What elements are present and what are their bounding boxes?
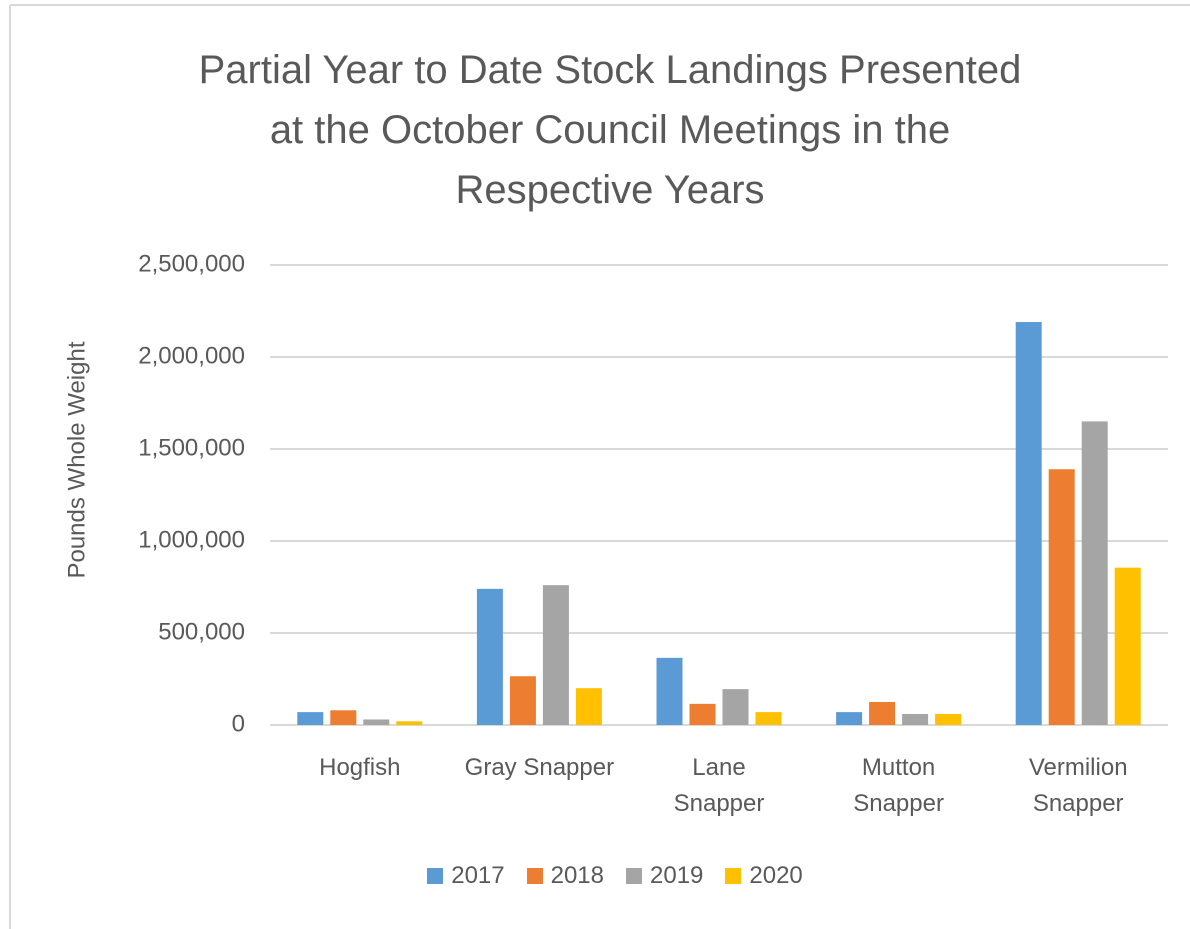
- bar: [476, 588, 503, 725]
- bar: [869, 702, 896, 725]
- x-tick-label: Vermilion Snapper: [1028, 754, 1128, 817]
- bar: [1015, 322, 1042, 725]
- y-axis-label: Pounds Whole Weight: [63, 341, 90, 578]
- legend-label: 2017: [451, 862, 505, 889]
- bar: [396, 721, 423, 725]
- bar: [575, 688, 602, 725]
- legend-item: 2019: [626, 862, 703, 890]
- bar: [509, 676, 536, 725]
- y-tick-label: 2,500,000: [138, 250, 245, 277]
- x-tick-label: Lane Snapper: [673, 754, 765, 817]
- legend-label: 2020: [749, 862, 803, 889]
- bar: [1114, 567, 1141, 725]
- bar: [297, 712, 324, 725]
- bar: [902, 713, 929, 725]
- legend: 2017 2018 2019 2020: [270, 862, 960, 890]
- y-tick-label: 1,000,000: [138, 526, 245, 553]
- bar: [363, 719, 390, 725]
- y-tick-label: 2,000,000: [138, 342, 245, 369]
- bar: [1048, 469, 1075, 725]
- legend-swatch: [626, 868, 642, 884]
- legend-item: 2020: [725, 862, 803, 890]
- bar: [689, 703, 716, 725]
- bar: [330, 710, 357, 725]
- bar: [1081, 421, 1108, 725]
- legend-swatch: [526, 868, 543, 884]
- bar: [722, 689, 749, 725]
- legend-item: 2017: [427, 862, 505, 890]
- bar: [656, 657, 683, 725]
- legend-item: 2018: [526, 862, 604, 890]
- legend-label: 2019: [650, 862, 704, 889]
- x-tick-label: Hogfish: [319, 754, 401, 781]
- bar: [836, 712, 863, 725]
- legend-swatch: [725, 868, 742, 884]
- bar: [542, 585, 569, 725]
- bar: [755, 712, 782, 725]
- x-tick-label: Mutton Snapper: [853, 754, 944, 817]
- chart-title: Partial Year to Date Stock Landings Pres…: [198, 48, 1022, 212]
- y-tick-label: 500,000: [158, 618, 245, 645]
- y-tick-label: 0: [232, 710, 245, 737]
- x-tick-label: Gray Snapper: [464, 754, 615, 781]
- y-tick-label: 1,500,000: [138, 434, 245, 461]
- bar: [935, 713, 962, 725]
- legend-label: 2018: [550, 862, 604, 889]
- legend-swatch: [427, 868, 444, 884]
